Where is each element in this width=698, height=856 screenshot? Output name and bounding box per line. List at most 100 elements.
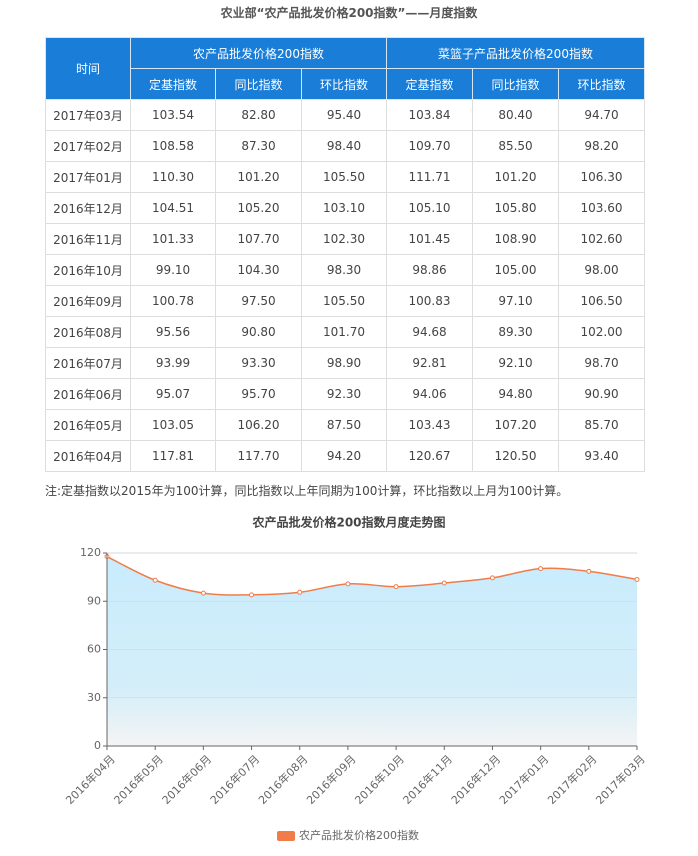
value-cell: 97.50 [215,285,302,317]
table-row: 2017年01月 110.30 101.20 105.50 111.71 101.20 10… [45,161,645,193]
time-cell: 2016年09月 [45,285,131,317]
group-header: 农产品批发价格200指数 [130,37,387,69]
value-cell: 106.30 [558,161,645,193]
point [345,581,351,587]
value-cell: 98.20 [558,130,645,162]
legend-label: 农产品批发价格200指数 [299,828,419,842]
value-cell: 101.20 [215,161,302,193]
value-cell: 90.80 [215,316,302,348]
value-cell: 92.10 [472,347,559,379]
value-cell: 93.40 [558,440,645,472]
x-tick-label: 2017年02月 [544,752,599,807]
table-row: 2016年04月 117.81 117.70 94.20 120.67 120.50 93.… [45,440,645,472]
value-cell: 94.68 [386,316,473,348]
x-tick-label: 2016年09月 [304,752,359,807]
line [106,555,638,596]
time-cell: 2016年05月 [45,409,131,441]
value-cell: 101.33 [130,223,216,255]
time-cell: 2017年01月 [45,161,131,193]
point [393,584,399,590]
value-cell: 103.05 [130,409,216,441]
column-header: 同比指数 [472,68,559,100]
table-row: 2016年09月 100.78 97.50 105.50 100.83 97.10 106.… [45,285,645,317]
column-header: 同比指数 [215,68,302,100]
value-cell: 105.50 [301,161,387,193]
value-cell: 120.67 [386,440,473,472]
group-header: 菜篮子产品批发价格200指数 [386,37,645,69]
value-cell: 103.54 [130,99,216,131]
value-cell: 105.20 [215,192,302,224]
value-cell: 98.70 [558,347,645,379]
value-cell: 105.80 [472,192,559,224]
value-cell: 95.56 [130,316,216,348]
time-cell: 2016年12月 [45,192,131,224]
point [152,577,158,583]
x-tick-label: 2016年12月 [448,752,503,807]
value-cell: 93.30 [215,347,302,379]
x-tick-label: 2017年03月 [593,752,648,807]
value-cell: 110.30 [130,161,216,193]
y-tick-label: 0 [94,739,101,752]
table-row: 2016年11月 101.33 107.70 102.30 101.45 108.90 10… [45,223,645,255]
value-cell: 102.60 [558,223,645,255]
value-cell: 94.70 [558,99,645,131]
point [538,566,544,572]
value-cell: 93.99 [130,347,216,379]
y-tick-label: 30 [87,691,101,704]
value-cell: 105.50 [301,285,387,317]
value-cell: 95.40 [301,99,387,131]
value-cell: 101.45 [386,223,473,255]
x-tick-label: 2016年10月 [352,752,407,807]
value-cell: 107.70 [215,223,302,255]
x-tick-label: 2016年08月 [255,752,310,807]
value-cell: 103.84 [386,99,473,131]
x-tick-label: 2016年05月 [111,752,166,807]
value-cell: 106.50 [558,285,645,317]
area [107,556,637,746]
table-row: 2016年08月 95.56 90.80 101.70 94.68 89.30 102.00 [45,316,645,348]
point [441,580,447,586]
value-cell: 85.50 [472,130,559,162]
value-cell: 108.58 [130,130,216,162]
value-cell: 90.90 [558,378,645,410]
value-cell: 92.30 [301,378,387,410]
value-cell: 101.70 [301,316,387,348]
column-header: 环比指数 [558,68,645,100]
time-cell: 2016年06月 [45,378,131,410]
point [489,575,495,581]
y-tick-label: 90 [87,594,101,607]
y-tick-label: 60 [87,643,101,656]
value-cell: 100.78 [130,285,216,317]
table-row: 2017年03月 103.54 82.80 95.40 103.84 80.40 94.70 [45,99,645,131]
time-cell: 2016年11月 [45,223,131,255]
table-body: 2017年03月 103.54 82.80 95.40 103.84 80.40 94.70… [45,99,645,472]
value-cell: 101.20 [472,161,559,193]
value-cell: 106.20 [215,409,302,441]
point [297,589,303,595]
value-cell: 89.30 [472,316,559,348]
value-cell: 104.30 [215,254,302,286]
value-cell: 109.70 [386,130,473,162]
value-cell: 103.43 [386,409,473,441]
table-row: 2016年07月 93.99 93.30 98.90 92.81 92.10 98.70 [45,347,645,379]
value-cell: 103.10 [301,192,387,224]
page-title: 农业部“农产品批发价格200指数”——月度指数 [220,6,478,20]
value-cell: 97.10 [472,285,559,317]
x-tick-label: 2016年07月 [207,752,262,807]
table-row: 2017年02月 108.58 87.30 98.40 109.70 85.50 98.20 [45,130,645,162]
value-cell: 117.70 [215,440,302,472]
point [200,590,206,596]
value-cell: 98.00 [558,254,645,286]
value-cell: 87.50 [301,409,387,441]
y-tick-label: 120 [80,546,101,559]
point [586,568,592,574]
value-cell: 80.40 [472,99,559,131]
table-row: 2016年10月 99.10 104.30 98.30 98.86 105.00 98.00 [45,254,645,286]
value-cell: 94.80 [472,378,559,410]
column-header: 定基指数 [386,68,473,100]
value-cell: 94.20 [301,440,387,472]
value-cell: 98.40 [301,130,387,162]
point [634,576,640,582]
time-header: 时间 [45,37,131,100]
chart: 农产品批发价格200指数月度走势图 03060901202016年04月2016… [63,515,648,843]
